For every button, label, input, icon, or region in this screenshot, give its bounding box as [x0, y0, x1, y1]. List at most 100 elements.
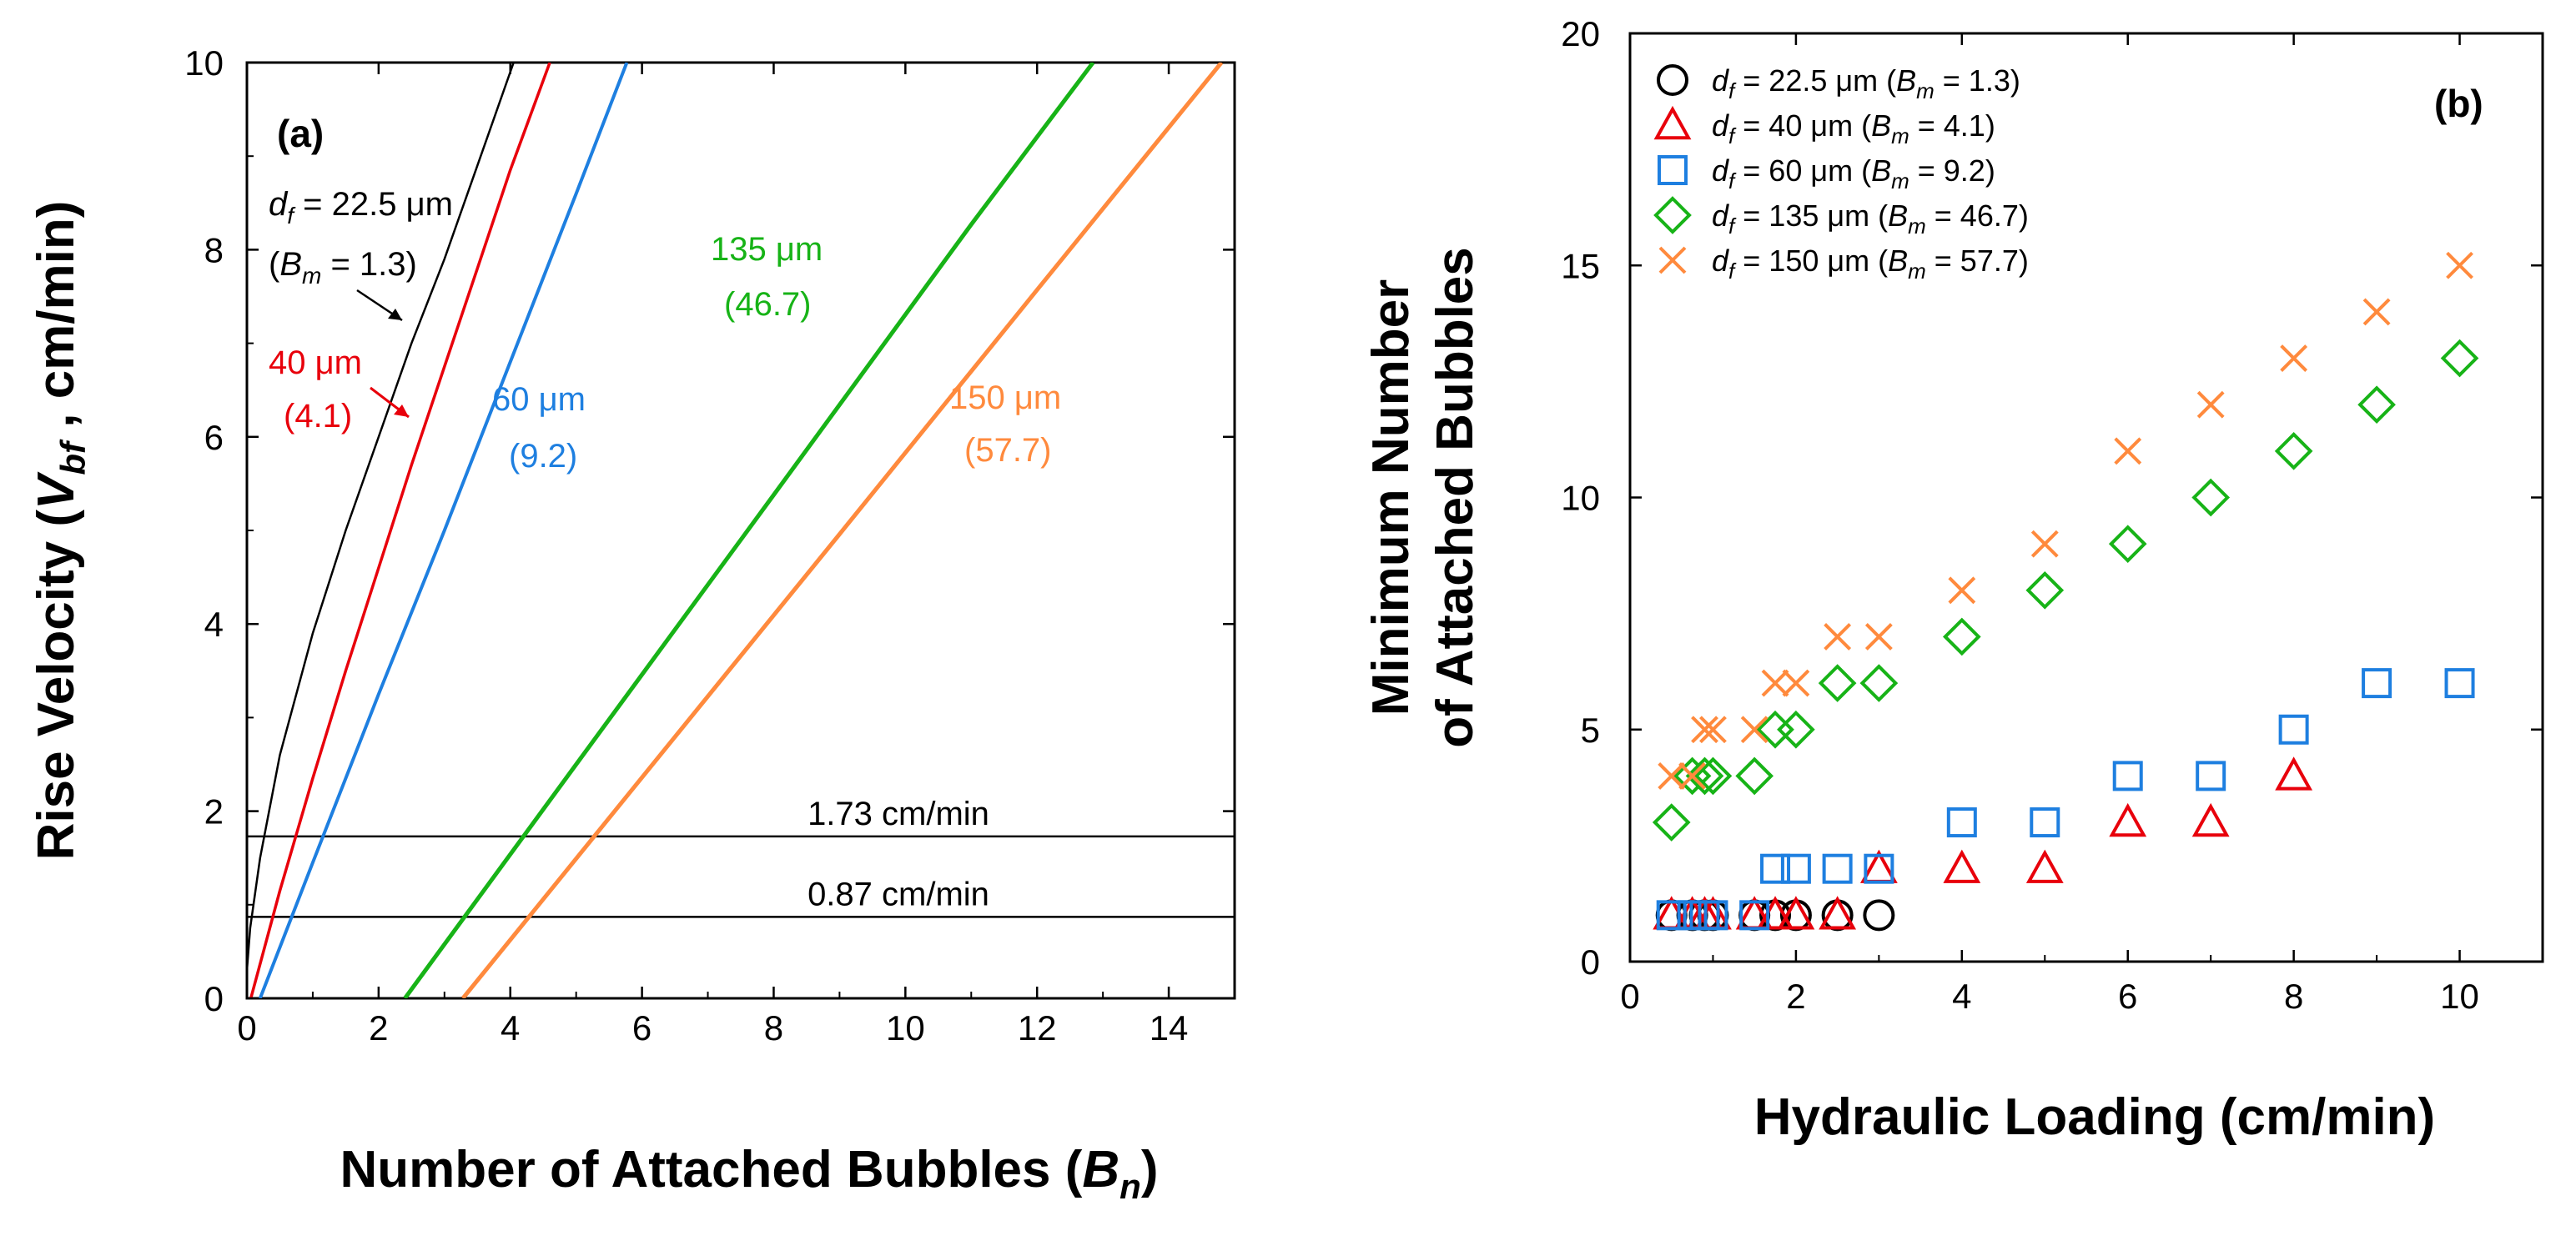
- data-point-square: [2444, 668, 2475, 699]
- legend: df = 22.5 μm (Bm = 1.3) df = 40 μm (Bm = …: [1653, 63, 2029, 284]
- data-point-square: [2196, 761, 2226, 791]
- series-line-1: [249, 63, 551, 998]
- legend-label: df = 135 μm (Bm = 46.7): [1712, 198, 2029, 239]
- annotation-40um: 40 μm: [269, 344, 362, 381]
- legend-label: df = 150 μm (Bm = 57.7): [1712, 244, 2029, 284]
- legend-label: df = 22.5 μm (Bm = 1.3): [1712, 63, 2020, 103]
- x-tick-label: 10: [886, 1008, 925, 1048]
- data-point-x: [1864, 623, 1893, 651]
- data-point-x: [1678, 761, 1707, 790]
- data-point-square: [1946, 807, 1977, 838]
- data-point-square: [2030, 807, 2060, 838]
- data-point-x: [1740, 716, 1768, 744]
- y-tick-label: 0: [204, 979, 224, 1018]
- series-line-3: [403, 63, 1095, 998]
- series-line-0: [247, 63, 515, 971]
- series-x: [1658, 251, 2473, 790]
- reference-line-label: 0.87 cm/min: [808, 876, 989, 912]
- data-point-square: [1864, 853, 1894, 884]
- x-tick-label: 0: [1620, 977, 1639, 1016]
- data-point-x: [1691, 716, 1718, 744]
- annotation-40um-bm: (4.1): [284, 398, 352, 435]
- x-tick-label: 14: [1150, 1008, 1189, 1048]
- data-point-square: [1780, 853, 1811, 884]
- legend-marker-x: [1658, 246, 1687, 274]
- annotation-150um: 150 μm: [949, 379, 1061, 416]
- panel-label-a: (a): [277, 112, 324, 155]
- data-point-diamond: [2025, 570, 2065, 610]
- y-axis-label-line-2: of Attached Bubbles: [1426, 247, 1484, 748]
- data-point-square: [1698, 900, 1728, 931]
- y-axis-label: Rise Velocity (Vbf , cm/min): [28, 201, 93, 861]
- data-point-x: [2446, 251, 2473, 279]
- data-point-x: [1761, 669, 1789, 697]
- data-point-x: [2030, 530, 2059, 558]
- data-point-diamond: [1777, 710, 1815, 749]
- reference-line-label: 1.73 cm/min: [808, 796, 989, 832]
- y-tick-label: 6: [204, 418, 224, 457]
- annotation-22-5um-bm: (Bm = 1.3): [269, 246, 417, 289]
- data-point-x: [2362, 298, 2391, 326]
- data-point-x: [1824, 623, 1852, 651]
- data-point-triangle: [1777, 896, 1815, 930]
- annotation-150um-bm: (57.7): [964, 432, 1052, 469]
- data-point-square: [1656, 900, 1687, 931]
- panel-label-b: (b): [2434, 82, 2483, 125]
- x-tick-label: 12: [1018, 1008, 1057, 1048]
- data-point-triangle: [2025, 849, 2064, 883]
- y-tick-label: 2: [204, 792, 224, 832]
- annotation-60um-bm: (9.2): [509, 438, 577, 475]
- data-point-square: [2278, 714, 2309, 745]
- data-point-diamond: [2191, 478, 2231, 517]
- y-tick-label: 5: [1581, 711, 1600, 750]
- y-tick-label: 15: [1561, 246, 1600, 285]
- x-tick-label: 6: [2118, 977, 2137, 1016]
- series-square: [1656, 668, 2475, 931]
- x-tick-label: 2: [369, 1008, 388, 1048]
- x-tick-label: 0: [237, 1008, 256, 1048]
- data-point-triangle: [2109, 802, 2147, 837]
- data-point-triangle: [2191, 802, 2230, 837]
- data-point-diamond: [2357, 385, 2396, 425]
- data-point-x: [1782, 669, 1810, 697]
- data-point-diamond: [1685, 756, 1724, 796]
- data-point-diamond: [1818, 664, 1857, 702]
- annotation-arrowhead-22-5um: [388, 309, 402, 320]
- y-tick-label: 10: [1561, 479, 1600, 518]
- x-tick-label: 6: [632, 1008, 652, 1048]
- annotation-22-5um: df = 22.5 μm: [269, 186, 453, 229]
- data-point-diamond: [1942, 617, 1981, 656]
- legend-marker-triangle: [1653, 105, 1692, 140]
- series-diamond: [1652, 339, 2479, 842]
- x-tick-label: 10: [2440, 977, 2479, 1016]
- data-point-diamond: [1652, 803, 1691, 842]
- annotation-135um-bm: (46.7): [724, 286, 812, 323]
- legend-marker-diamond: [1653, 196, 1692, 234]
- data-point-triangle: [1819, 896, 1857, 930]
- y-tick-label: 0: [1581, 942, 1600, 982]
- data-point-triangle: [1859, 849, 1898, 883]
- data-point-triangle: [2275, 756, 2313, 791]
- data-point-circle: [1863, 899, 1895, 932]
- panel-a-chart: 1.73 cm/min 0.87 cm/min 0 2 4 6 8 10 12 14 0 2 4 6 8 10…: [28, 43, 1236, 1206]
- data-point-x: [1658, 761, 1686, 790]
- y-tick-label: 10: [184, 43, 224, 83]
- data-point-diamond: [1735, 756, 1774, 796]
- x-tick-label: 4: [1952, 977, 1971, 1016]
- data-point-diamond: [1693, 756, 1733, 796]
- data-point-x: [2114, 437, 2142, 465]
- data-point-diamond: [2274, 432, 2313, 470]
- legend-marker-circle: [1657, 64, 1688, 96]
- data-point-square: [1822, 853, 1853, 884]
- annotation-arrowhead-40um: [394, 404, 409, 417]
- data-point-x: [2196, 390, 2225, 419]
- legend-label: df = 60 μm (Bm = 9.2): [1712, 153, 1995, 193]
- x-tick-label: 4: [501, 1008, 520, 1048]
- data-point-triangle: [1943, 849, 1981, 883]
- data-point-x: [1948, 576, 1976, 605]
- data-point-diamond: [1859, 664, 1899, 702]
- data-point-square: [2112, 761, 2143, 791]
- series-line-2: [258, 63, 629, 998]
